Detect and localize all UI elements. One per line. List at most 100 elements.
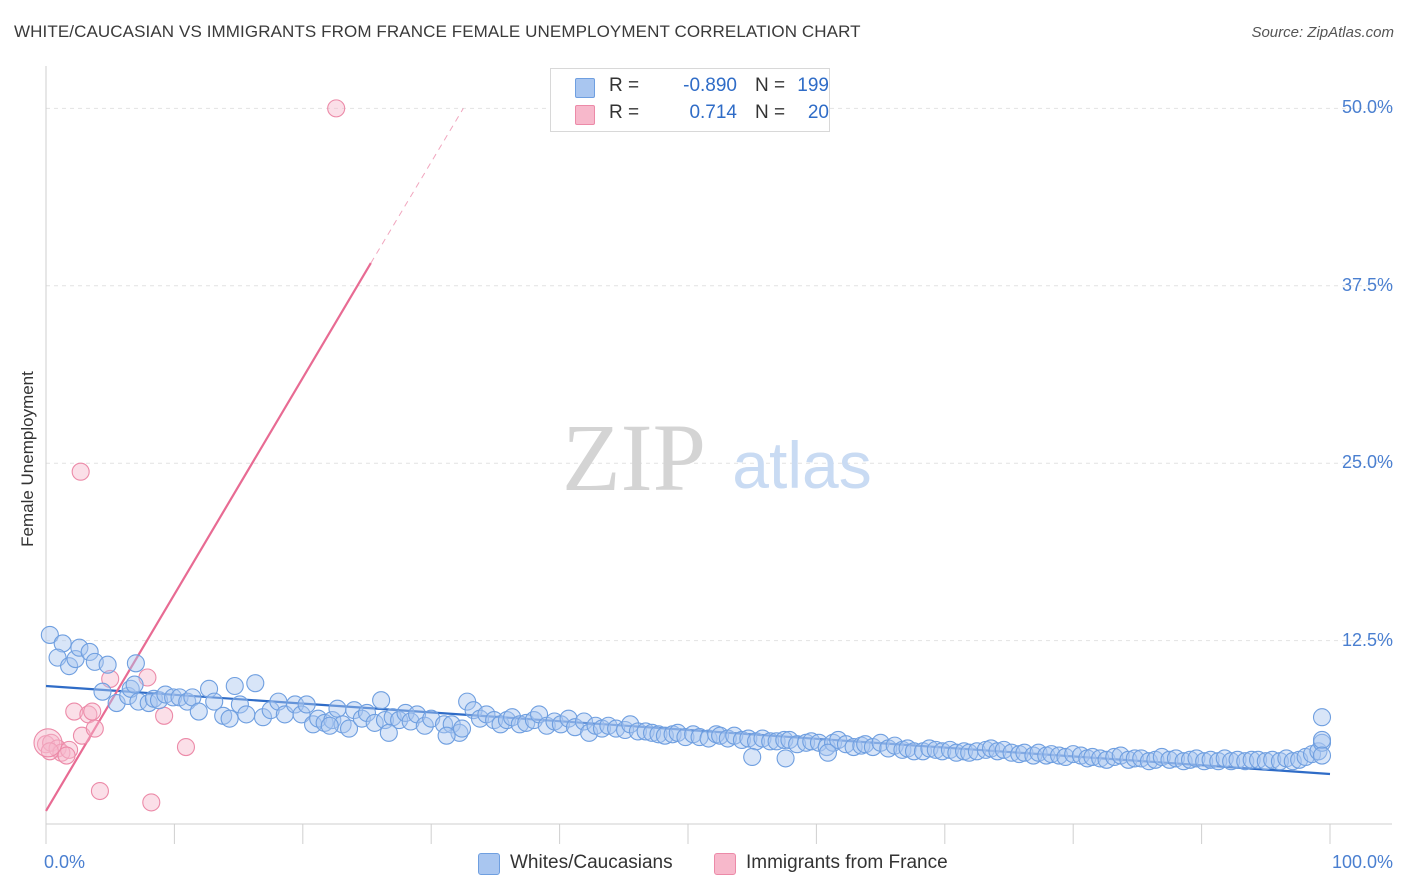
data-point [357,703,377,723]
data-point [390,711,409,730]
data-point [621,715,640,734]
data-point [649,725,668,744]
legend-swatch-whites [575,78,595,98]
data-point [1002,743,1021,762]
chart-title: WHITE/CAUCASIAN VS IMMIGRANTS FROM FRANC… [14,22,861,41]
data-point [437,726,456,745]
data-point [164,688,183,707]
data-point [452,719,472,738]
watermark-zip: ZIP [562,404,706,511]
data-point [71,462,90,481]
data-point [237,705,256,724]
data-point [66,649,85,669]
data-point [90,781,109,801]
data-point [1312,708,1332,727]
data-point [1249,750,1268,769]
data-point [327,99,346,118]
data-point [80,642,99,662]
data-point [788,735,807,754]
data-point [65,702,84,721]
data-point [1024,746,1043,765]
data-point [1228,750,1247,769]
data-point [1222,752,1241,771]
data-point [933,742,952,761]
data-point [125,675,144,694]
y-tick-label: 25.0% [1341,452,1393,473]
data-point [57,746,76,765]
data-point [292,705,311,724]
data-point [93,682,112,701]
data-point [142,793,161,812]
data-point [253,708,273,727]
legend-n-value: 20 [807,102,829,123]
data-point [33,728,63,758]
data-point [947,743,966,762]
data-point [1195,752,1214,771]
data-point [1050,746,1069,765]
data-point [297,695,316,714]
trend-line-0 [45,684,1331,776]
data-point [1160,750,1179,769]
data-point [98,655,117,674]
legend-n-label: N = [755,102,786,123]
data-point [225,676,244,696]
data-point [743,747,762,767]
legend-label-france: Immigrants from France [746,852,948,873]
data-point [761,732,780,751]
data-point [53,634,72,653]
data-point [60,657,79,676]
data-point [70,638,89,657]
y-tick-label: 37.5% [1341,274,1393,295]
data-point [1263,750,1282,769]
legend-r-value: -0.890 [683,75,737,96]
data-point [396,703,415,723]
data-point [926,740,945,759]
data-point [1042,745,1061,764]
trend-lines [45,108,1331,812]
y-tick-label: 12.5% [1341,629,1393,650]
data-point [1242,750,1261,769]
data-point [1091,749,1110,768]
data-point [85,719,104,738]
data-point [83,702,102,721]
data-point [1201,750,1220,769]
data-point [1064,745,1083,764]
legend-r-value: 0.714 [689,102,737,123]
legend-r-label: R = [609,102,640,123]
data-point [40,625,59,644]
series-immigrants-france [33,99,346,812]
gridlines [46,107,1392,642]
data-point [1256,752,1275,771]
legend-swatch-whites [478,853,500,875]
data-point [988,742,1007,761]
data-point [607,719,626,738]
legend-label-whites: Whites/Caucasians [510,852,673,873]
y-tick-label: 50.0% [1341,97,1393,118]
trend-line-extension [370,108,464,264]
data-point [246,674,265,693]
data-point [155,706,174,725]
data-point [401,712,420,731]
data-point [732,730,751,749]
legend-swatch-france [714,853,736,875]
data-point [1312,746,1332,765]
data-point [415,716,434,735]
data-point [365,713,384,732]
data-point [844,737,863,757]
data-point [967,742,986,761]
source-credit: Source: ZipAtlas.com [1251,24,1394,41]
data-point [320,716,339,735]
legend-n-label: N = [755,75,786,96]
data-point [189,702,208,721]
data-point [1125,749,1144,768]
correlation-legend: R = -0.890 N = 199 R = 0.714 N = 20 [550,68,830,132]
data-point [119,686,138,705]
data-point [1180,750,1200,769]
data-point [205,692,224,711]
data-point [818,743,838,762]
x-tick-label: 100.0% [1331,852,1393,872]
data-point [230,695,249,714]
legend-n-value: 199 [797,75,829,96]
x-tick-label: 0.0% [44,852,86,872]
